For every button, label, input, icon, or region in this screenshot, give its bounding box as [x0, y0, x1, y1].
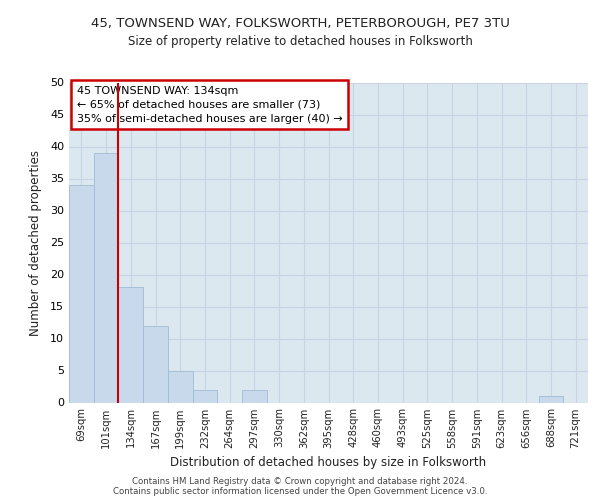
Text: 45, TOWNSEND WAY, FOLKSWORTH, PETERBOROUGH, PE7 3TU: 45, TOWNSEND WAY, FOLKSWORTH, PETERBOROU…	[91, 18, 509, 30]
Bar	[69, 185, 94, 402]
Bar	[94, 153, 118, 402]
Text: 45 TOWNSEND WAY: 134sqm
← 65% of detached houses are smaller (73)
35% of semi-de: 45 TOWNSEND WAY: 134sqm ← 65% of detache…	[77, 86, 343, 124]
Text: Size of property relative to detached houses in Folksworth: Size of property relative to detached ho…	[128, 35, 472, 48]
Bar	[143, 326, 168, 402]
Y-axis label: Number of detached properties: Number of detached properties	[29, 150, 41, 336]
X-axis label: Distribution of detached houses by size in Folksworth: Distribution of detached houses by size …	[170, 456, 487, 469]
Bar	[168, 370, 193, 402]
Bar	[242, 390, 267, 402]
Text: Contains HM Land Registry data © Crown copyright and database right 2024.
Contai: Contains HM Land Registry data © Crown c…	[113, 476, 487, 496]
Bar	[539, 396, 563, 402]
Bar	[193, 390, 217, 402]
Bar	[118, 288, 143, 403]
